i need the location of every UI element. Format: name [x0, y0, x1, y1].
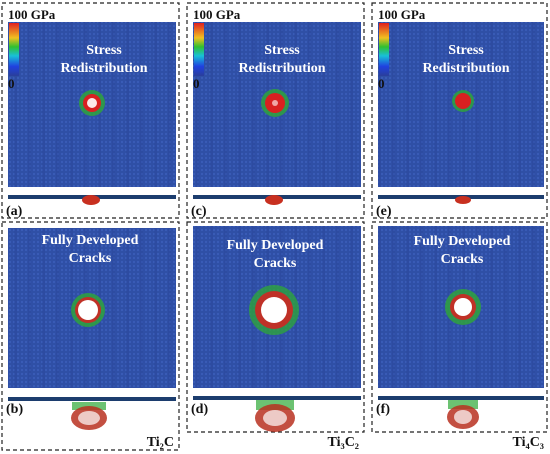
panel-text-line1: Stress: [448, 43, 484, 58]
colorbar: [9, 23, 19, 76]
side-view-defect: [455, 196, 471, 204]
colorbar-max-label: 100 GPa: [378, 7, 426, 22]
panel-b-frame: [1, 221, 180, 451]
side-view-strip: [378, 396, 544, 400]
panel-text-line2: Redistribution: [238, 61, 325, 76]
panel-text-line1: Stress: [86, 43, 122, 58]
colorbar-min-label: 0: [378, 76, 385, 91]
colorbar: [194, 23, 204, 76]
panel-c: 100 GPa 0 Stress Redistribution (c): [191, 7, 361, 219]
panel-b: Fully Developed Cracks (b) Ti₂C: [6, 228, 176, 450]
panel-label: (f): [376, 402, 390, 417]
panel-e: 100 GPa 0 Stress Redistribution (e): [376, 7, 544, 219]
column-2: 100 GPa 0 Stress Redistribution (c) Full…: [186, 2, 365, 450]
panel-e-frame: [371, 2, 548, 219]
panel-f-frame: [371, 221, 548, 433]
side-view-strip: [193, 396, 361, 400]
panel-label: (d): [191, 402, 208, 417]
crack-spot: [445, 289, 481, 325]
side-view-crack: [71, 402, 107, 430]
panel-text-line2: Cracks: [254, 256, 297, 271]
material-label: Ti₂C: [147, 435, 174, 450]
column-3: 100 GPa 0 Stress Redistribution (e) Full…: [371, 2, 548, 450]
material-label: Ti₃C₂: [328, 435, 359, 450]
panel-label: (a): [6, 204, 23, 219]
side-view-strip: [8, 397, 176, 401]
colorbar-min-label: 0: [8, 76, 15, 91]
side-view-crack: [447, 400, 479, 429]
panel-label: (b): [6, 402, 23, 417]
colorbar: [379, 23, 389, 76]
panel-text-line1: Fully Developed: [42, 233, 139, 248]
panel-label: (e): [376, 204, 392, 219]
column-1: 100 GPa 0 Stress Redistribution (a) Full…: [1, 2, 180, 451]
side-view-defect: [265, 195, 283, 205]
panel-d-frame: [186, 221, 365, 433]
panel-text-line1: Stress: [264, 43, 300, 58]
colorbar-min-label: 0: [193, 76, 200, 91]
material-label: Ti₄C₃: [513, 435, 544, 450]
panel-text-line2: Redistribution: [422, 61, 509, 76]
stress-spot: [79, 90, 105, 116]
panel-text-line2: Cracks: [69, 251, 112, 266]
panel-text-line1: Fully Developed: [414, 234, 511, 249]
panel-a: 100 GPa 0 Stress Redistribution (a): [6, 7, 176, 219]
stress-spot: [261, 89, 289, 117]
colorbar-max-label: 100 GPa: [8, 7, 56, 22]
panel-label: (c): [191, 204, 207, 219]
crack-spot: [249, 285, 299, 335]
panel-text-line2: Redistribution: [60, 61, 147, 76]
crack-spot: [71, 293, 105, 327]
panel-f: Fully Developed Cracks (f) Ti₄C₃: [376, 226, 544, 450]
stress-spot: [452, 90, 474, 112]
panel-text-line1: Fully Developed: [227, 238, 324, 253]
side-view-crack: [255, 400, 295, 432]
side-view-defect: [82, 195, 100, 205]
panel-text-line2: Cracks: [441, 252, 484, 267]
panel-d: Fully Developed Cracks (d) Ti₃C₂: [191, 226, 361, 450]
colorbar-max-label: 100 GPa: [193, 7, 241, 22]
